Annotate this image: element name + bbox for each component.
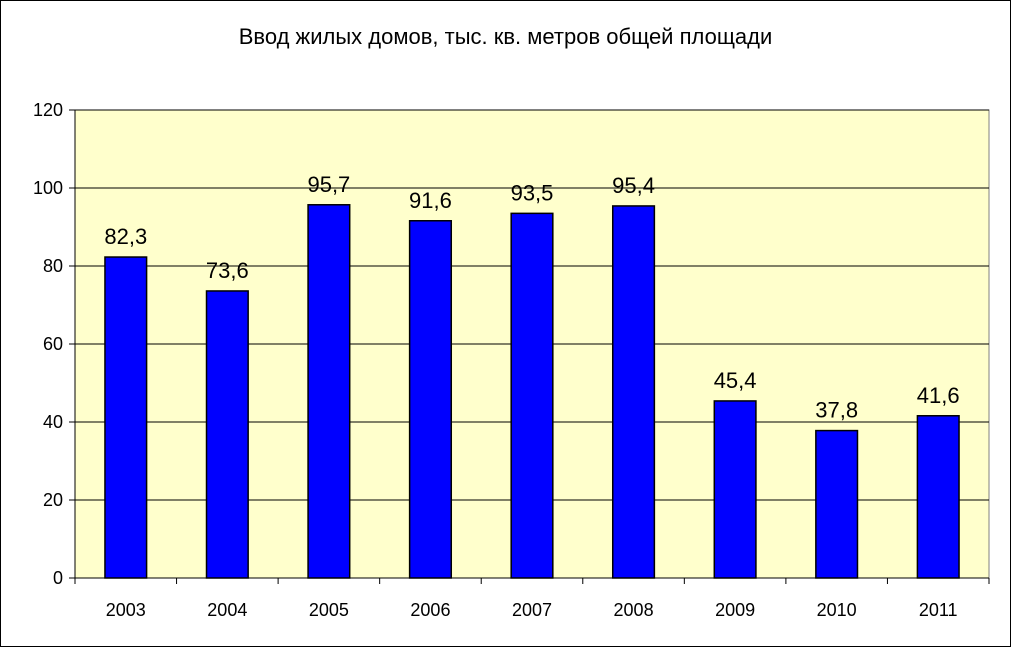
bar-2008 xyxy=(611,205,656,579)
bar-2004 xyxy=(205,290,249,579)
data-label-2008: 95,4 xyxy=(612,173,655,198)
bar-2006 xyxy=(408,220,453,579)
bar-2009 xyxy=(713,400,757,579)
x-tick-label-2006: 2006 xyxy=(410,600,450,620)
bar-2003 xyxy=(104,256,148,579)
bar-2007 xyxy=(510,212,554,579)
data-label-2011: 41,6 xyxy=(917,383,960,408)
data-label-2004: 73,6 xyxy=(206,258,249,283)
data-label-2007: 93,5 xyxy=(511,180,554,205)
data-label-2003: 82,3 xyxy=(104,224,147,249)
data-labels: 82,3 73,6 95,7 91,6 93,5 95,4 45,4 37,8 41,6 xyxy=(104,172,959,423)
data-label-2010: 37,8 xyxy=(815,398,858,423)
data-label-2009: 45,4 xyxy=(714,368,757,393)
x-axis: 2003 2004 2005 2006 2007 2008 2009 2010 2011 xyxy=(74,577,990,620)
data-label-2006: 91,6 xyxy=(409,188,452,213)
data-label-2005: 95,7 xyxy=(307,172,350,197)
x-tick-label-2003: 2003 xyxy=(106,600,146,620)
x-tick-label-2011: 2011 xyxy=(919,600,958,620)
y-tick-label: 80 xyxy=(43,256,63,276)
y-axis: 0 20 40 60 80 100 120 xyxy=(33,100,76,588)
bar-2010 xyxy=(815,429,859,579)
x-tick-label-2004: 2004 xyxy=(207,600,247,620)
x-tick-label-2009: 2009 xyxy=(715,600,755,620)
x-tick-label-2005: 2005 xyxy=(309,600,349,620)
y-tick-label: 0 xyxy=(53,568,63,588)
y-tick-label: 100 xyxy=(33,178,63,198)
chart-title: Ввод жилых домов, тыс. кв. метров общей … xyxy=(238,24,773,49)
bars xyxy=(104,204,960,579)
x-tick-label-2007: 2007 xyxy=(512,600,552,620)
y-tick-label: 60 xyxy=(43,334,63,354)
y-tick-label: 20 xyxy=(43,490,63,510)
bar-2011 xyxy=(916,415,960,579)
y-tick-label: 120 xyxy=(33,100,63,120)
bar-2005 xyxy=(307,204,351,579)
x-tick-label-2010: 2010 xyxy=(817,600,857,620)
x-tick-label-2008: 2008 xyxy=(614,600,654,620)
y-tick-label: 40 xyxy=(43,412,63,432)
